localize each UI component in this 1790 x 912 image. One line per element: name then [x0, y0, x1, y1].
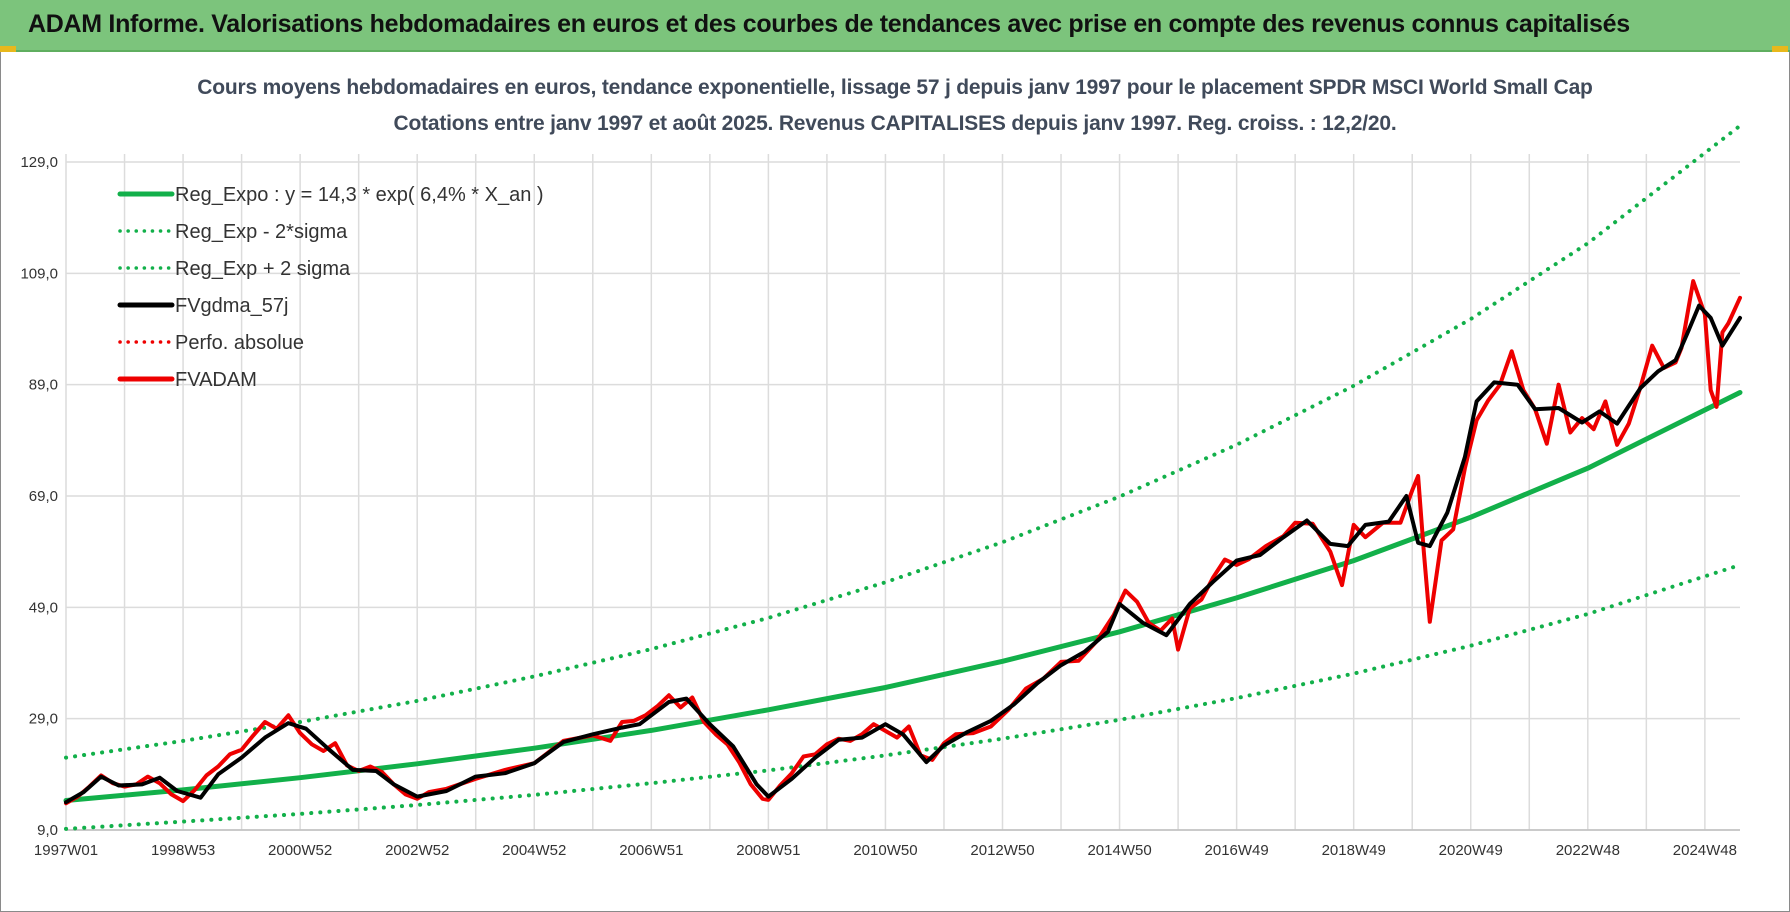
series-line-0 [63, 390, 1743, 803]
y-tick-label: 29,0 [29, 711, 58, 728]
series-line-3 [64, 303, 1742, 805]
y-tick-label: 49,0 [29, 599, 58, 616]
y-tick-label: 109,0 [20, 265, 58, 282]
legend-label: FVADAM [175, 369, 257, 391]
chart-title: Cours moyens hebdomadaires en euros, ten… [197, 76, 1593, 99]
axis-labels: 129,0 109,0 89,0 69,0 49,0 29,0 9,0 1997W01 1998… [20, 154, 1737, 859]
legend: Reg_Expo : y = 14,3 * exp( 6,4% * X_an )… [117, 184, 544, 391]
x-tick-label: 2000W52 [268, 842, 332, 859]
x-tick-label: 2018W49 [1322, 842, 1386, 859]
x-tick-label: 2002W52 [385, 842, 449, 859]
series-layer [63, 123, 1743, 831]
x-tick-label: 2016W49 [1205, 842, 1269, 859]
y-tick-label: 89,0 [29, 377, 58, 394]
corner-mark-left [0, 46, 16, 52]
series-line-5 [64, 279, 1742, 806]
x-tick-label: 2024W48 [1673, 842, 1737, 859]
x-tick-label: 2012W50 [970, 842, 1034, 859]
series-line-2 [64, 123, 1742, 760]
series-line-1 [64, 563, 1742, 831]
corner-mark-right [1772, 46, 1788, 52]
x-tick-label: 2010W50 [853, 842, 917, 859]
legend-label: Reg_Exp - 2*sigma [175, 221, 348, 243]
banner: ADAM Informe. Valorisations hebdomadaire… [0, 0, 1790, 52]
banner-title: ADAM Informe. Valorisations hebdomadaire… [28, 10, 1630, 38]
x-tick-label: 2006W51 [619, 842, 683, 859]
y-tick-label: 129,0 [20, 154, 58, 171]
x-tick-label: 1997W01 [34, 842, 98, 859]
grid [65, 154, 1740, 831]
y-tick-label: 69,0 [29, 488, 58, 505]
legend-label: FVgdma_57j [175, 295, 288, 317]
legend-label: Reg_Expo : y = 14,3 * exp( 6,4% * X_an ) [175, 184, 544, 206]
x-tick-label: 2014W50 [1087, 842, 1151, 859]
legend-label: Reg_Exp + 2 sigma [175, 258, 351, 280]
x-tick-label: 2022W48 [1556, 842, 1620, 859]
x-tick-label: 2004W52 [502, 842, 566, 859]
x-tick-label: 2020W49 [1439, 842, 1503, 859]
legend-label: Perfo. absolue [175, 332, 304, 354]
y-tick-label: 9,0 [37, 822, 58, 839]
chart-subtitle: Cotations entre janv 1997 et août 2025. … [393, 112, 1397, 135]
x-tick-label: 1998W53 [151, 842, 215, 859]
x-tick-label: 2008W51 [736, 842, 800, 859]
